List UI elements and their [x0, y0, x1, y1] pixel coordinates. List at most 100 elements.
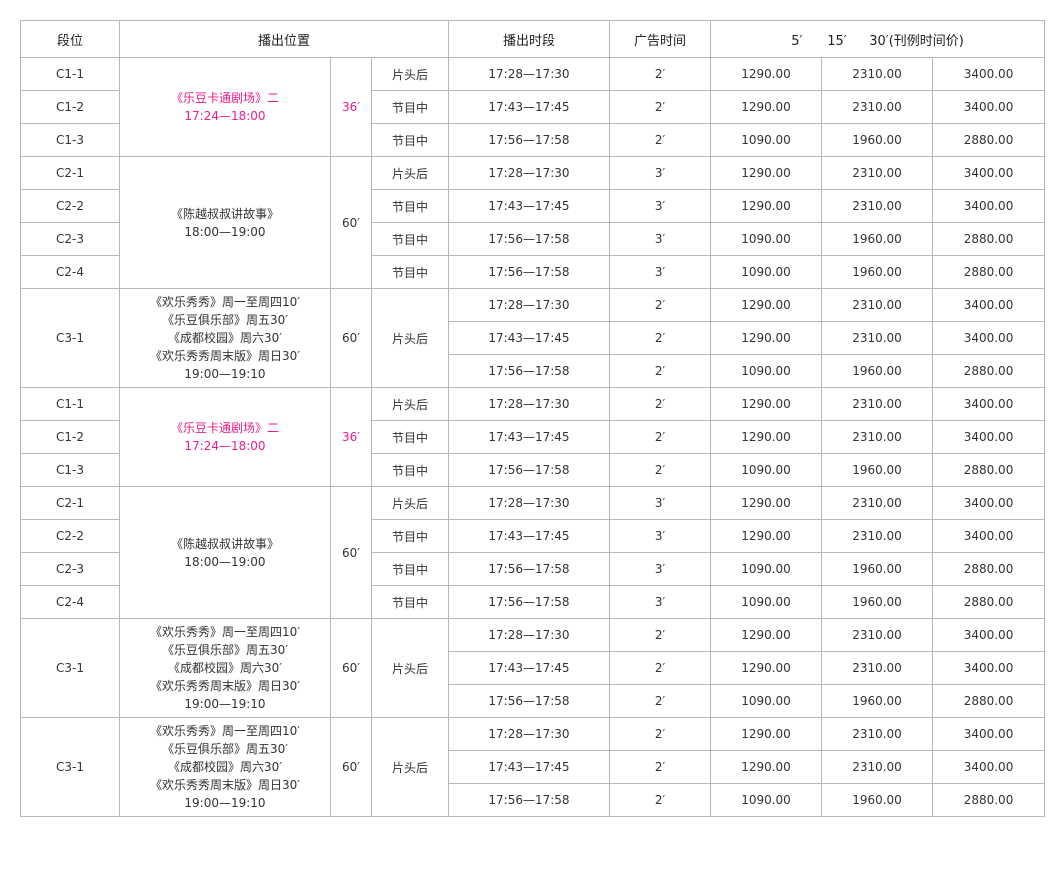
ad-time-cell: 3′ — [609, 519, 711, 553]
table-row: 17:43—17:45 2′ 1290.00 2310.00 3400.00 — [21, 651, 1046, 685]
ad-time-cell: 3′ — [609, 189, 711, 223]
header-position: 播出位置 — [119, 20, 449, 58]
price-30-cell: 2880.00 — [931, 222, 1046, 256]
price-15-cell: 1960.00 — [821, 354, 933, 388]
price-15-cell: 1960.00 — [821, 585, 933, 619]
price-5-cell: 1290.00 — [710, 288, 822, 322]
program-line: 《陈越叔叔讲故事》 — [170, 536, 279, 551]
price-5-cell: 1290.00 — [710, 321, 822, 355]
price-5-cell: 1290.00 — [710, 651, 822, 685]
table-row: 17:56—17:58 2′ 1090.00 1960.00 2880.00 — [21, 684, 1046, 718]
price-30-cell: 3400.00 — [931, 387, 1046, 421]
program-line: 《欢乐秀秀》周一至周四10′ — [150, 724, 300, 738]
position-cell: 片头后 — [371, 618, 449, 718]
price-5-cell: 1290.00 — [710, 387, 822, 421]
price-5-cell: 1290.00 — [710, 750, 822, 784]
program-cell: 《欢乐秀秀》周一至周四10′ 《乐豆俱乐部》周五30′ 《成都校园》周六30′ 《欢乐… — [119, 288, 331, 388]
position-cell: 节目中 — [371, 189, 449, 223]
ad-time-cell: 2′ — [609, 783, 711, 817]
price-5-cell: 1290.00 — [710, 57, 822, 91]
program-line: 19:00—19:10 — [184, 697, 266, 711]
table-row: C1-1 《乐豆卡通剧场》二 17:24—18:00 36′ 片头后 17:28—17:3… — [20, 387, 1046, 487]
price-15-cell: 1960.00 — [821, 552, 933, 586]
price-30-cell: 2880.00 — [931, 684, 1046, 718]
price-30-cell: 3400.00 — [931, 57, 1046, 91]
slot-cell: 17:56—17:58 — [448, 255, 610, 289]
price-30-cell: 2880.00 — [931, 585, 1046, 619]
duration-cell: 36′ — [330, 387, 372, 487]
price-15-cell: 2310.00 — [821, 387, 933, 421]
price-15-cell: 2310.00 — [821, 288, 933, 322]
program-cell: 《乐豆卡通剧场》二 17:24—18:00 — [119, 387, 331, 487]
slot-cell: 17:28—17:30 — [448, 717, 610, 751]
segment-cell: C2-4 — [20, 585, 120, 619]
duration-cell: 36′ — [330, 57, 372, 157]
program-line: 《成都校园》周六30′ — [168, 760, 282, 774]
price-30-cell: 3400.00 — [931, 486, 1046, 520]
position-cell: 节目中 — [371, 255, 449, 289]
header-rates: 5′ 15′ 30′(刊例时间价) — [709, 20, 1046, 58]
price-5-cell: 1290.00 — [710, 420, 822, 454]
segment-cell: C2-2 — [20, 189, 120, 223]
price-5-cell: 1090.00 — [710, 684, 822, 718]
price-5-cell: 1290.00 — [710, 717, 822, 751]
slot-cell: 17:43—17:45 — [448, 651, 610, 685]
slot-cell: 17:56—17:58 — [448, 453, 610, 487]
segment-cell: C2-3 — [20, 552, 120, 586]
ad-time-cell: 3′ — [609, 222, 711, 256]
segment-cell: C3-1 — [20, 618, 120, 718]
ad-time-cell: 2′ — [609, 123, 711, 157]
ad-time-cell: 3′ — [609, 255, 711, 289]
table-row: 17:56—17:58 2′ 1090.00 1960.00 2880.00 — [21, 783, 1046, 817]
segment-cell: C1-1 — [20, 57, 120, 91]
price-30-cell: 3400.00 — [931, 717, 1046, 751]
price-5-cell: 1290.00 — [710, 90, 822, 124]
duration-cell: 60′ — [330, 618, 372, 718]
table-row: 17:56—17:58 2′ 1090.00 1960.00 2880.00 — [21, 354, 1046, 388]
segment-cell: C1-2 — [20, 420, 120, 454]
price-5-cell: 1290.00 — [710, 519, 822, 553]
position-cell: 节目中 — [371, 222, 449, 256]
price-30-cell: 3400.00 — [931, 156, 1046, 190]
program-line: 《乐豆卡通剧场》二 — [170, 91, 279, 105]
program-line: 《欢乐秀秀周末版》周日30′ — [150, 778, 300, 792]
price-15-cell: 2310.00 — [821, 717, 933, 751]
segment-cell: C2-4 — [20, 255, 120, 289]
price-15-cell: 1960.00 — [821, 255, 933, 289]
price-15-cell: 2310.00 — [821, 90, 933, 124]
position-cell: 节目中 — [371, 585, 449, 619]
program-line: 《欢乐秀秀》周一至周四10′ — [150, 295, 300, 309]
program-line: 《成都校园》周六30′ — [168, 661, 282, 675]
position-cell: 片头后 — [371, 717, 449, 817]
program-line: 《欢乐秀秀周末版》周日30′ — [150, 349, 300, 363]
position-cell: 片头后 — [371, 57, 449, 91]
position-cell: 片头后 — [371, 288, 449, 388]
table-row: C2-1 《陈越叔叔讲故事》 18:00—19:00 60′ 片头后 17:28—17:3… — [20, 156, 1046, 289]
header-slot: 播出时段 — [448, 20, 610, 58]
table-row: 17:43—17:45 2′ 1290.00 2310.00 3400.00 — [21, 750, 1046, 784]
slot-cell: 17:28—17:30 — [448, 387, 610, 421]
segment-cell: C1-3 — [20, 123, 120, 157]
price-15-cell: 2310.00 — [821, 156, 933, 190]
segment-cell: C2-1 — [20, 156, 120, 190]
ad-time-cell: 3′ — [609, 156, 711, 190]
ad-time-cell: 2′ — [609, 750, 711, 784]
program-line: 《欢乐秀秀》周一至周四10′ — [150, 625, 300, 639]
program-line: 《欢乐秀秀周末版》周日30′ — [150, 679, 300, 693]
slot-cell: 17:43—17:45 — [448, 420, 610, 454]
segment-cell: C2-2 — [20, 519, 120, 553]
price-15-cell: 2310.00 — [821, 57, 933, 91]
ad-time-cell: 2′ — [609, 684, 711, 718]
program-cell: 《欢乐秀秀》周一至周四10′ 《乐豆俱乐部》周五30′ 《成都校园》周六30′ 《欢乐… — [119, 717, 331, 817]
program-line: 19:00—19:10 — [184, 796, 266, 810]
price-15-cell: 2310.00 — [821, 486, 933, 520]
ad-time-cell: 2′ — [609, 717, 711, 751]
program-line: 《成都校园》周六30′ — [168, 331, 282, 345]
price-5-cell: 1090.00 — [710, 354, 822, 388]
price-15-cell: 2310.00 — [821, 618, 933, 652]
slot-cell: 17:56—17:58 — [448, 783, 610, 817]
header-segment: 段位 — [20, 20, 120, 58]
duration-cell: 60′ — [330, 717, 372, 817]
price-5-cell: 1090.00 — [710, 453, 822, 487]
ad-time-cell: 2′ — [609, 453, 711, 487]
